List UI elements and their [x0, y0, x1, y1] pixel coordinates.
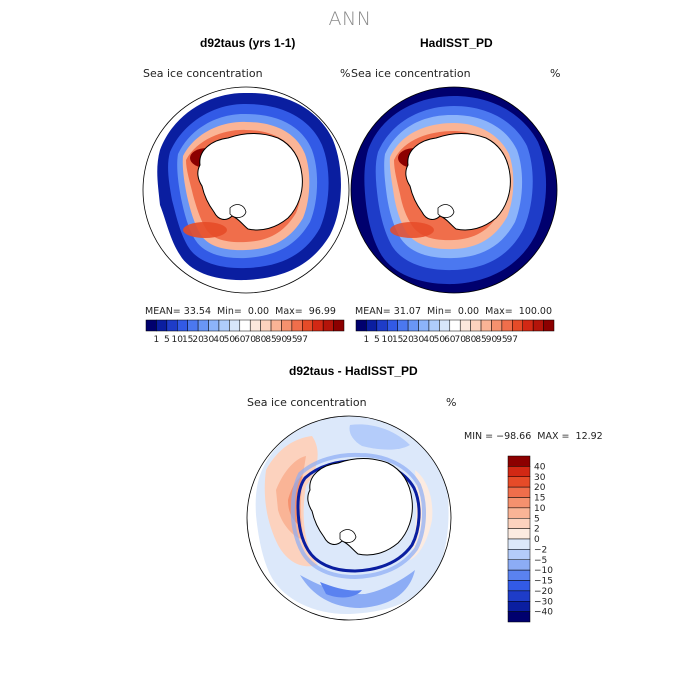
diff-colorbar-swatch — [507, 476, 531, 488]
diff-colorbar-tick: 40 — [534, 462, 546, 472]
diff-variable-label: Sea ice concentration — [247, 396, 367, 409]
left-units-label: % — [340, 67, 351, 80]
diff-units-label: % — [446, 396, 457, 409]
diff-colorbar-swatch — [507, 507, 531, 519]
left-colorbar-tick: 85 — [265, 335, 276, 345]
right-panel-title: HadISST_PD — [420, 36, 493, 50]
right-colorbar-tick: 30 — [413, 335, 425, 345]
right-ice-field — [351, 87, 557, 293]
right-colorbar-swatch — [543, 319, 555, 332]
left-colorbar-tick: 10 — [172, 335, 184, 345]
diff-colorbar-swatch — [507, 466, 531, 477]
diff-colorbar-tick: 10 — [534, 504, 546, 514]
diff-colorbar-tick: −5 — [534, 556, 547, 566]
diff-colorbar-swatch — [507, 569, 531, 581]
diff-colorbar-tick: 0 — [534, 535, 540, 545]
diff-colorbar-tick: −40 — [534, 608, 553, 618]
left-antarctica — [197, 133, 303, 231]
diff-colorbar-swatch — [507, 580, 531, 592]
diff-colorbar-tick: 15 — [534, 494, 545, 504]
diff-colorbar-tick: 2 — [534, 525, 540, 535]
diff-colorbar-tick: −10 — [534, 566, 553, 576]
diff-colorbar-swatch — [507, 549, 531, 560]
right-colorbar-tick: 70 — [454, 335, 466, 345]
right-units-label: % — [550, 67, 561, 80]
diff-colorbar-tick: −30 — [534, 597, 553, 607]
diff-minmax: MIN = −98.66 MAX = 12.92 — [464, 431, 603, 442]
right-colorbar-tick: 60 — [444, 335, 456, 345]
diff-colorbar-swatch — [507, 486, 531, 498]
diff-colorbar-swatch — [507, 538, 531, 550]
left-panel-title: d92taus (yrs 1-1) — [200, 36, 296, 50]
left-colorbar-tick: 97 — [297, 335, 308, 345]
left-colorbar-tick: 90 — [276, 335, 288, 345]
left-colorbar-tick: 60 — [234, 335, 246, 345]
diff-field — [255, 416, 449, 615]
diff-colorbar-swatch — [507, 601, 531, 612]
diff-colorbar-swatch — [507, 590, 531, 602]
left-colorbar-tick: 15 — [182, 335, 193, 345]
page-title: ANN — [328, 8, 372, 30]
diff-colorbar-tick: 5 — [534, 514, 540, 524]
left-stats: MEAN= 33.54 Min= 0.00 Max= 96.99 — [145, 306, 336, 317]
right-colorbar-tick: 40 — [423, 335, 435, 345]
right-colorbar-tick: 85 — [475, 335, 486, 345]
left-colorbar-tick: 70 — [244, 335, 256, 345]
right-antarctica — [405, 133, 511, 231]
right-colorbar-tick: 10 — [382, 335, 394, 345]
right-colorbar-tick: 95 — [496, 335, 507, 345]
left-colorbar-tick: 95 — [286, 335, 297, 345]
right-variable-label: Sea ice concentration — [351, 67, 471, 80]
right-colorbar-tick: 50 — [434, 335, 446, 345]
right-colorbar-tick: 80 — [465, 335, 477, 345]
right-colorbar-tick: 20 — [402, 335, 414, 345]
left-colorbar-tick: 80 — [255, 335, 267, 345]
left-colorbar-tick: 30 — [203, 335, 215, 345]
diff-panel-title: d92taus - HadISST_PD — [289, 364, 418, 378]
left-colorbar-tick: 1 — [154, 335, 160, 345]
diff-colorbar-swatch — [507, 518, 531, 529]
right-colorbar-tick: 5 — [374, 335, 380, 345]
diff-colorbar-tick: 20 — [534, 483, 546, 493]
left-colorbar-tick: 50 — [224, 335, 236, 345]
diff-colorbar-swatch — [507, 528, 531, 540]
left-variable-label: Sea ice concentration — [143, 67, 263, 80]
left-colorbar-swatch — [333, 319, 345, 332]
right-colorbar-tick: 15 — [392, 335, 403, 345]
diff-colorbar-swatch — [507, 455, 531, 467]
left-colorbar-tick: 20 — [192, 335, 204, 345]
diff-colorbar-swatch — [507, 611, 531, 623]
diff-colorbar-tick: −20 — [534, 587, 553, 597]
diff-colorbar-tick: −15 — [534, 577, 553, 587]
left-colorbar-tick: 5 — [164, 335, 170, 345]
diff-antarctica — [307, 458, 413, 556]
diff-colorbar-swatch — [507, 559, 531, 571]
right-colorbar-tick: 1 — [364, 335, 370, 345]
left-colorbar-tick: 40 — [213, 335, 225, 345]
left-ice-field — [157, 92, 341, 281]
diff-colorbar-tick: −2 — [534, 545, 547, 555]
right-colorbar-tick: 90 — [486, 335, 498, 345]
diff-colorbar-tick: 30 — [534, 473, 546, 483]
right-colorbar-tick: 97 — [507, 335, 518, 345]
right-stats: MEAN= 31.07 Min= 0.00 Max= 100.00 — [355, 306, 553, 317]
diff-colorbar-swatch — [507, 497, 531, 509]
